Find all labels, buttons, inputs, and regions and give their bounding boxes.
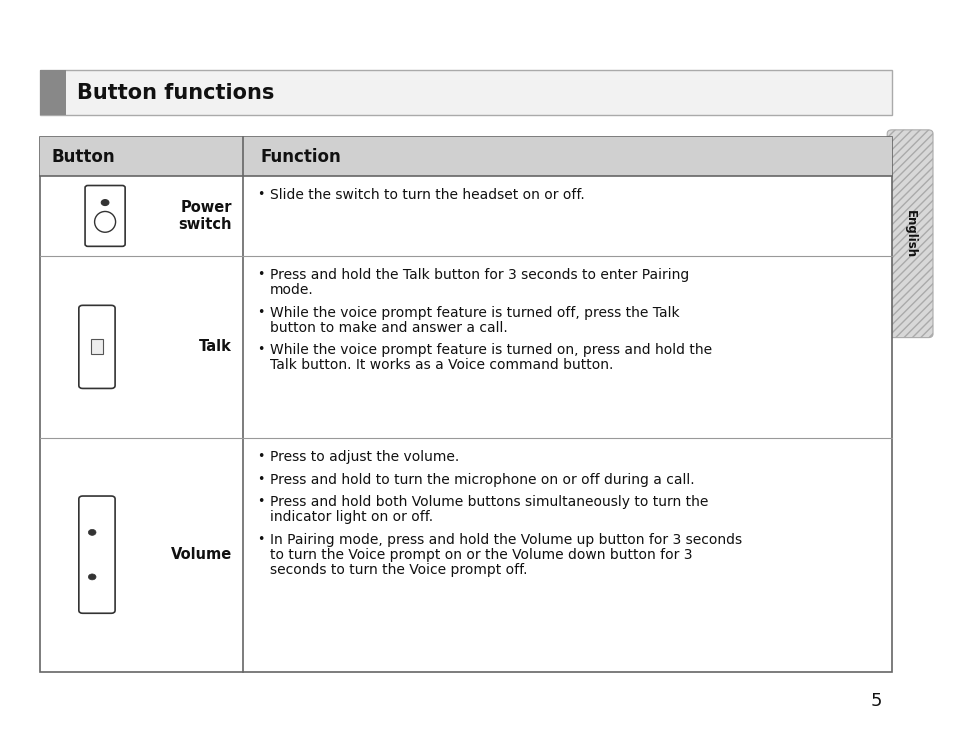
Text: indicator light on or off.: indicator light on or off. (270, 510, 433, 525)
Bar (40, 137, 891, 176)
Text: 5: 5 (870, 692, 882, 710)
Text: •: • (256, 188, 264, 201)
FancyBboxPatch shape (79, 496, 115, 613)
Text: While the voice prompt feature is turned off, press the Talk: While the voice prompt feature is turned… (270, 306, 679, 320)
Text: Press and hold the Talk button for 3 seconds to enter Pairing: Press and hold the Talk button for 3 sec… (270, 268, 688, 282)
Text: button to make and answer a call.: button to make and answer a call. (270, 321, 507, 335)
Text: English: English (902, 210, 916, 257)
Text: Press and hold both Volume buttons simultaneously to turn the: Press and hold both Volume buttons simul… (270, 496, 708, 509)
FancyBboxPatch shape (886, 130, 932, 338)
Text: In Pairing mode, press and hold the Volume up button for 3 seconds: In Pairing mode, press and hold the Volu… (270, 533, 741, 547)
Text: Press to adjust the volume.: Press to adjust the volume. (270, 450, 458, 464)
Text: Slide the switch to turn the headset on or off.: Slide the switch to turn the headset on … (270, 188, 584, 202)
Text: to turn the Voice prompt on or the Volume down button for 3: to turn the Voice prompt on or the Volum… (270, 548, 692, 562)
Text: seconds to turn the Voice prompt off.: seconds to turn the Voice prompt off. (270, 563, 527, 577)
Text: Volume: Volume (171, 547, 232, 562)
Bar (91, 339, 103, 355)
Ellipse shape (94, 211, 115, 232)
FancyBboxPatch shape (79, 306, 115, 389)
Text: •: • (256, 344, 264, 356)
Text: •: • (256, 306, 264, 318)
Text: Talk: Talk (199, 339, 232, 355)
Text: Press and hold to turn the microphone on or off during a call.: Press and hold to turn the microphone on… (270, 473, 694, 487)
FancyBboxPatch shape (85, 186, 125, 246)
Text: •: • (256, 533, 264, 546)
Text: •: • (256, 496, 264, 508)
Text: •: • (256, 450, 264, 463)
Text: mode.: mode. (270, 283, 314, 297)
Text: While the voice prompt feature is turned on, press and hold the: While the voice prompt feature is turned… (270, 344, 711, 358)
Bar (40, 137, 891, 672)
Text: Button: Button (51, 148, 115, 165)
Bar (40, 70, 66, 115)
Text: •: • (256, 268, 264, 281)
Text: Button functions: Button functions (77, 83, 274, 102)
Text: •: • (256, 473, 264, 485)
Text: Function: Function (260, 148, 341, 165)
Text: Talk button. It works as a Voice command button.: Talk button. It works as a Voice command… (270, 358, 613, 372)
Circle shape (101, 200, 109, 206)
Circle shape (89, 530, 96, 536)
Text: Power
switch: Power switch (178, 200, 232, 232)
Circle shape (89, 574, 96, 580)
Bar (40, 70, 891, 115)
